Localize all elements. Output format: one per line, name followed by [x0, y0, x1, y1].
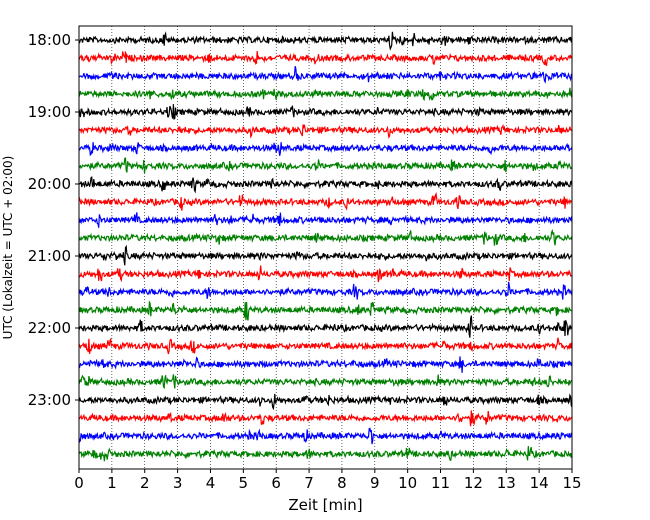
- trace-2115: [78, 265, 573, 283]
- x-tick-label: 8: [337, 474, 347, 492]
- trace-2215: [78, 337, 573, 355]
- x-tick-label: 12: [464, 474, 483, 492]
- x-tick-label: 14: [530, 474, 549, 492]
- trace-2200: [78, 315, 573, 338]
- plot-frame: [78, 25, 573, 470]
- x-tick-label: 2: [140, 474, 150, 492]
- x-tick-label: 6: [271, 474, 281, 492]
- trace-2345: [78, 446, 572, 462]
- x-tick-label: 7: [304, 474, 314, 492]
- x-axis: 0 1 2 3 4 5 6 7 8 9 10 11 12 13 14 15: [74, 469, 582, 492]
- trace-2015: [78, 191, 573, 211]
- y-tick-label: 22:00: [28, 319, 71, 337]
- x-tick-label: 4: [206, 474, 216, 492]
- y-axis: 18:00 19:00 20:00 21:00 22:00 23:00: [28, 31, 79, 409]
- x-tick-label: 3: [173, 474, 183, 492]
- y-axis-label: UTC (Lokalzeit = UTC + 02:00): [1, 156, 15, 340]
- trace-2145: [78, 300, 573, 321]
- y-tick-label: 19:00: [28, 103, 71, 121]
- trace-2315: [78, 410, 573, 427]
- trace-2300: [78, 393, 573, 411]
- x-tick-label: 11: [431, 474, 450, 492]
- y-tick-label: 20:00: [28, 175, 71, 193]
- trace-2230: [78, 356, 573, 373]
- x-tick-label: 9: [370, 474, 380, 492]
- trace-1815: [78, 50, 573, 67]
- grid: [111, 26, 540, 469]
- traces: [78, 31, 573, 462]
- trace-1945: [78, 157, 573, 174]
- trace-2245: [78, 374, 573, 390]
- trace-1930: [78, 142, 573, 157]
- y-tick-label: 21:00: [28, 247, 71, 265]
- x-tick-label: 5: [239, 474, 249, 492]
- x-tick-label: 0: [74, 474, 84, 492]
- trace-2100: [78, 244, 573, 266]
- y-tick-label: 23:00: [28, 391, 71, 409]
- trace-2330: [78, 427, 573, 445]
- y-tick-label: 18:00: [28, 31, 71, 49]
- x-axis-label: Zeit [min]: [288, 496, 362, 514]
- trace-2000: [78, 175, 573, 194]
- trace-1830: [78, 66, 573, 84]
- trace-2130: [78, 281, 573, 300]
- trace-2030: [78, 212, 573, 228]
- x-tick-label: 1: [107, 474, 117, 492]
- trace-1845: [78, 87, 573, 102]
- x-tick-label: 13: [497, 474, 516, 492]
- trace-1900: [78, 104, 573, 121]
- trace-2045: [78, 228, 573, 246]
- x-tick-label: 15: [562, 474, 581, 492]
- trace-1800: [78, 31, 572, 51]
- x-tick-label: 10: [398, 474, 417, 492]
- trace-1915: [78, 123, 573, 139]
